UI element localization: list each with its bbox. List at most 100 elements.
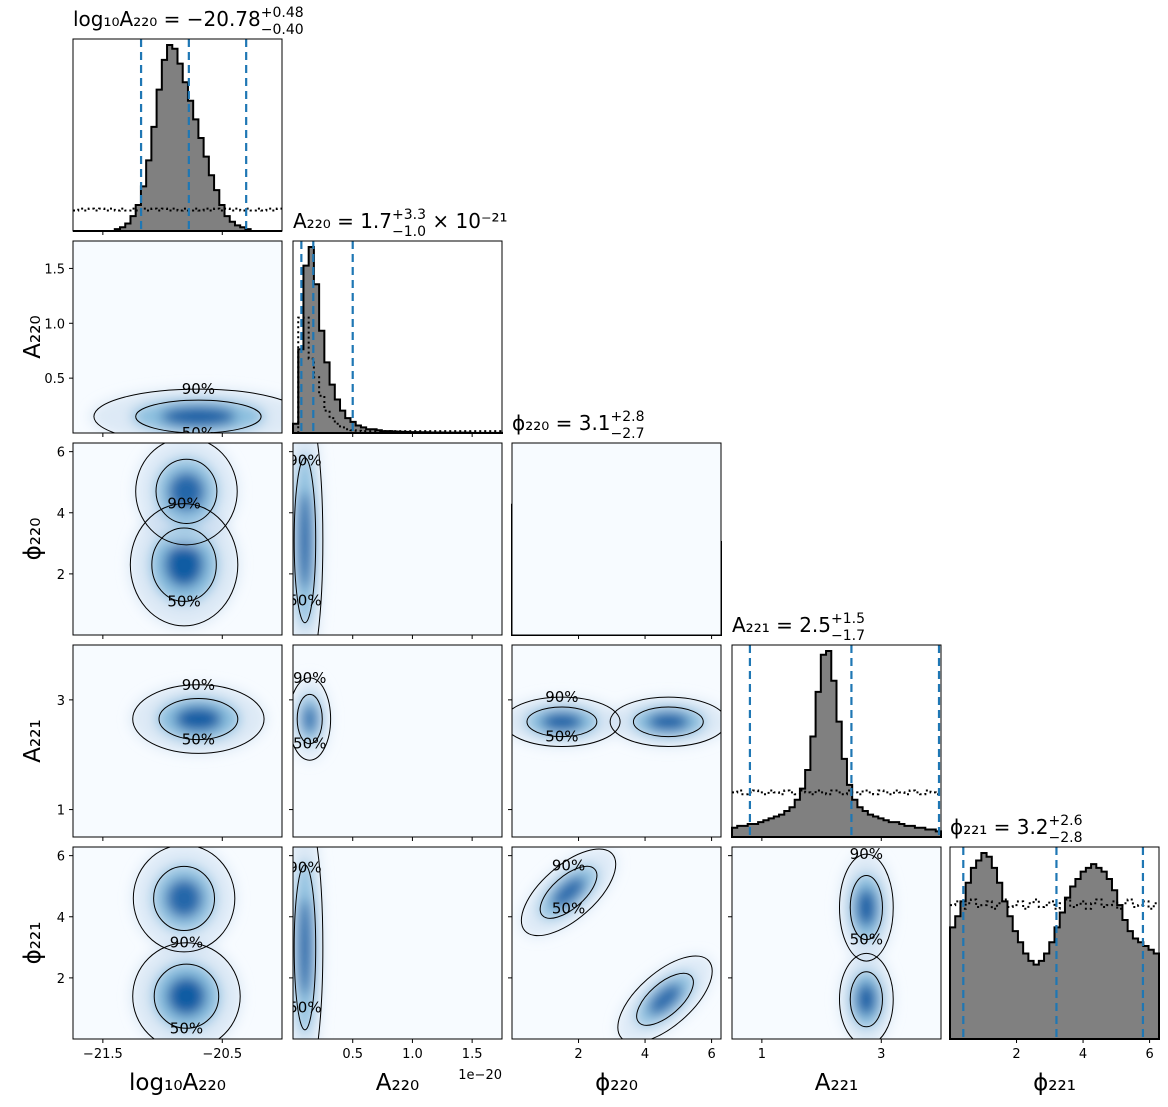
axes-frame [72,38,283,232]
contour-label-50: 50% [167,592,200,610]
contour-50 [849,875,883,941]
density-panel-A220-phi221: 50% 90% [288,846,503,1040]
x-axis-label-A220: A₂₂₀ [376,1070,419,1096]
title-phi220: ϕ₂₂₀ = 3.1+2.8−2.7 [512,409,645,442]
contour-label-90: 90% [293,669,326,687]
x-tick-label: 2 [574,1047,582,1062]
density-core [160,406,237,427]
contour-label-90: 90% [167,495,200,513]
contour-90 [293,677,332,761]
xticks-phi220: 2 4 6 [574,1039,716,1062]
x-tick-label: 3 [877,1047,885,1062]
axes-frame [292,240,503,434]
axes-frame [731,846,942,1040]
density-panel-A221-phi221: 50% 90% [731,845,942,1040]
contour-50 [539,865,598,919]
y-axis-label-A220: A₂₂₀ [20,315,46,358]
contour-50 [293,457,317,624]
density-core [165,879,203,918]
density-core [167,976,206,1016]
density-core [856,982,877,1016]
title-log10A220: log₁₀A₂₂₀ = −20.78+0.48−0.40 [73,5,304,38]
xticks-log10A220: −21.5 −20.5 [83,1039,242,1062]
x-tick-label: 4 [1079,1047,1087,1062]
x-tick-label: −20.5 [202,1047,242,1062]
prior-histogram [950,898,1159,910]
contour-label-90: 90% [552,857,585,875]
contour-label-50: 50% [293,735,326,753]
prior-histogram [293,316,502,434]
title-phi221: ϕ₂₂₁ = 3.2+2.6−2.8 [950,813,1083,846]
yticks-A221: 13 [57,694,73,819]
contour-label-50: 50% [170,1019,203,1037]
y-tick-label: 2 [57,972,65,987]
density-core [298,897,312,997]
y-tick-label: 4 [57,507,65,522]
axes-frame [72,846,283,1040]
contour-label-50: 50% [182,731,215,749]
contour-90 [317,443,324,635]
contour-90 [93,388,282,433]
contour-90 [135,443,238,546]
density-core [164,542,204,587]
hist-panel-A220 [292,240,503,434]
contour-90 [293,847,324,1039]
density-core [302,704,318,734]
axes-frame [292,442,503,636]
contour-label-90: 90% [182,676,215,694]
title-A220: A₂₂₀ = 1.7+3.3 × 10⁻²¹−1.0 [293,207,508,240]
density-panel-log10A220-phi221: 50% 90% [72,846,283,1040]
xticks-A220: 0.5 1.0 1.5 [342,1039,482,1062]
yticks-phi221: 2 4 6 [57,850,73,987]
y-tick-label: 4 [57,911,65,926]
contour-90 [132,847,236,953]
contour-50 [151,527,217,602]
title-text: log₁₀A₂₂₀ = −20.78+0.48 [73,5,304,31]
contour-label-50: 50% [552,899,585,917]
offset-text: 1e−20 [458,1068,502,1083]
x-axis-label-phi221: ϕ₂₂₁ [1033,1070,1076,1096]
axes-frame [72,442,283,636]
contour-label-90: 90% [288,451,321,469]
title-sub: −1.0 [392,224,426,240]
contour-50 [296,693,323,745]
axes-frame [292,846,503,1040]
contour-90 [129,503,239,627]
y-axis-label-phi220: ϕ₂₂₀ [20,518,46,561]
contour-label-90: 90% [545,688,578,706]
title-text: ϕ₂₂₀ = 3.1+2.8 [512,409,645,435]
y-tick-label: 1 [57,804,65,819]
density-core [648,983,683,1015]
posterior-histogram [731,650,942,838]
contour-label-90: 90% [288,858,321,876]
y-tick-label: 6 [57,850,65,865]
x-tick-label: −21.5 [83,1047,123,1062]
contour-50 [293,864,317,1031]
density-panel-log10A220-phi220: 50% 90% [72,442,283,636]
x-tick-label: 1.0 [402,1047,423,1062]
title-sub: −2.7 [611,426,645,442]
contour-50 [632,706,704,738]
contour-50 [158,697,239,741]
contour-50 [849,971,883,1028]
density-panel-A220-A221: 50% 90% [292,644,503,838]
x-axis-label-log10A220: log₁₀A₂₂₀ [129,1070,226,1096]
density-background [293,443,502,635]
contour-90 [609,696,721,747]
contour-50 [153,865,216,932]
contour-90 [132,684,265,754]
contour-label-50: 50% [182,424,215,442]
density-background [293,847,502,1039]
x-tick-label: 1.5 [462,1047,483,1062]
y-tick-label: 2 [57,568,65,583]
title-sub: −0.40 [261,22,304,38]
x-tick-label: 2 [1012,1047,1020,1062]
contour-label-50: 50% [288,591,321,609]
contour-50 [155,458,218,524]
contour-50 [153,963,220,1029]
contour-label-90: 90% [850,845,883,863]
axes-frame [511,846,722,1040]
y-tick-label: 6 [57,446,65,461]
contour-90 [838,853,894,962]
density-panel-phi220-A221: 50% 90% [511,644,722,838]
